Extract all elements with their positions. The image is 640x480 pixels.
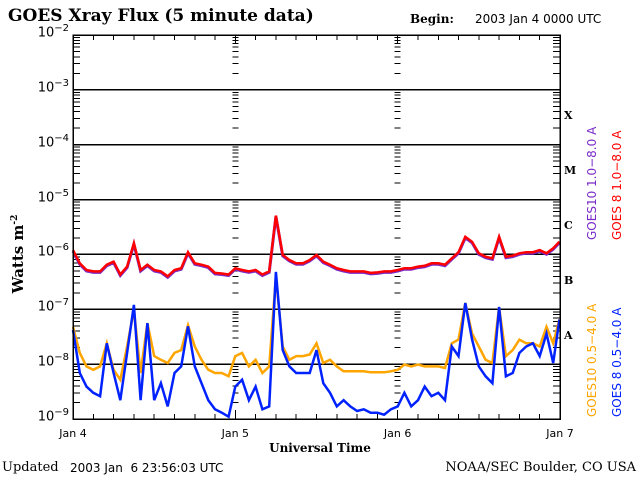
series-line-goes10-1-0-8-0-a [71, 216, 561, 280]
credit-text: NOAA/SEC Boulder, CO USA [445, 460, 636, 475]
y-tick-label: 10−5 [38, 188, 69, 205]
y-axis-label: Watts m-2 [9, 214, 27, 294]
updated-value: 2003 Jan 6 23:56:03 UTC [70, 461, 224, 475]
series-line-goes10-0-5-4-0-a [71, 276, 561, 383]
y-tick-label: 10−8 [38, 352, 69, 369]
y-tick-label: 10−4 [38, 133, 69, 150]
y-tick-exponent: −6 [54, 242, 69, 254]
y-tick-label: 10−7 [38, 297, 69, 314]
legend-goes10-short: GOES10 0.5−4.0 A [585, 303, 599, 417]
y-tick-exponent: −2 [54, 23, 69, 34]
y-tick-base: 10 [37, 244, 55, 260]
y-tick-label: 10−9 [38, 407, 69, 424]
flare-class-label: M [564, 164, 577, 178]
legend-goes10-long: GOES10 1.0−8.0 A [585, 126, 599, 240]
legend-goes8-short: GOES 8 0.5−4.0 A [610, 307, 624, 417]
plot-frame [72, 34, 561, 420]
series-line-goes-8-0-5-4-0-a [71, 271, 561, 419]
y-tick-exponent: −7 [54, 297, 69, 309]
y-tick-label: 10−6 [38, 242, 69, 259]
y-tick-exponent: −8 [54, 352, 69, 364]
y-tick-base: 10 [37, 189, 55, 205]
flare-class-label: B [564, 273, 574, 287]
legend-goes8-long: GOES 8 1.0−8.0 A [610, 130, 624, 240]
x-axis-label: Universal Time [269, 441, 371, 455]
x-tick-label: Jan 5 [221, 427, 250, 440]
y-tick-label: 10−3 [38, 78, 69, 95]
x-tick-label: Jan 7 [546, 427, 574, 440]
y-tick-base: 10 [37, 299, 55, 315]
y-tick-base: 10 [37, 409, 55, 425]
y-tick-exponent: −5 [54, 187, 69, 199]
chart-title: GOES Xray Flux (5 minute data) [8, 6, 314, 26]
begin-value: 2003 Jan 4 0000 UTC [475, 12, 602, 26]
flare-class-label: C [564, 219, 573, 232]
y-axis-label-exponent: -2 [10, 214, 20, 225]
begin-label: Begin: [410, 12, 454, 26]
y-tick-exponent: −9 [54, 407, 69, 418]
y-tick-label: 10−2 [38, 23, 69, 40]
y-tick-exponent: −3 [54, 77, 69, 89]
x-tick-label: Jan 6 [383, 427, 412, 440]
updated-label: Updated [2, 460, 59, 475]
y-tick-base: 10 [37, 354, 55, 370]
flare-class-label: X [564, 109, 573, 123]
x-tick-label: Jan 4 [59, 427, 87, 440]
flare-class-label: A [564, 328, 573, 342]
y-tick-base: 10 [37, 135, 55, 151]
y-tick-base: 10 [37, 80, 55, 96]
y-tick-base: 10 [37, 25, 55, 41]
y-tick-exponent: −4 [54, 132, 69, 144]
series-line-goes-8-1-0-8-0-a [71, 215, 561, 278]
y-axis-label-text: Watts m [9, 224, 27, 294]
